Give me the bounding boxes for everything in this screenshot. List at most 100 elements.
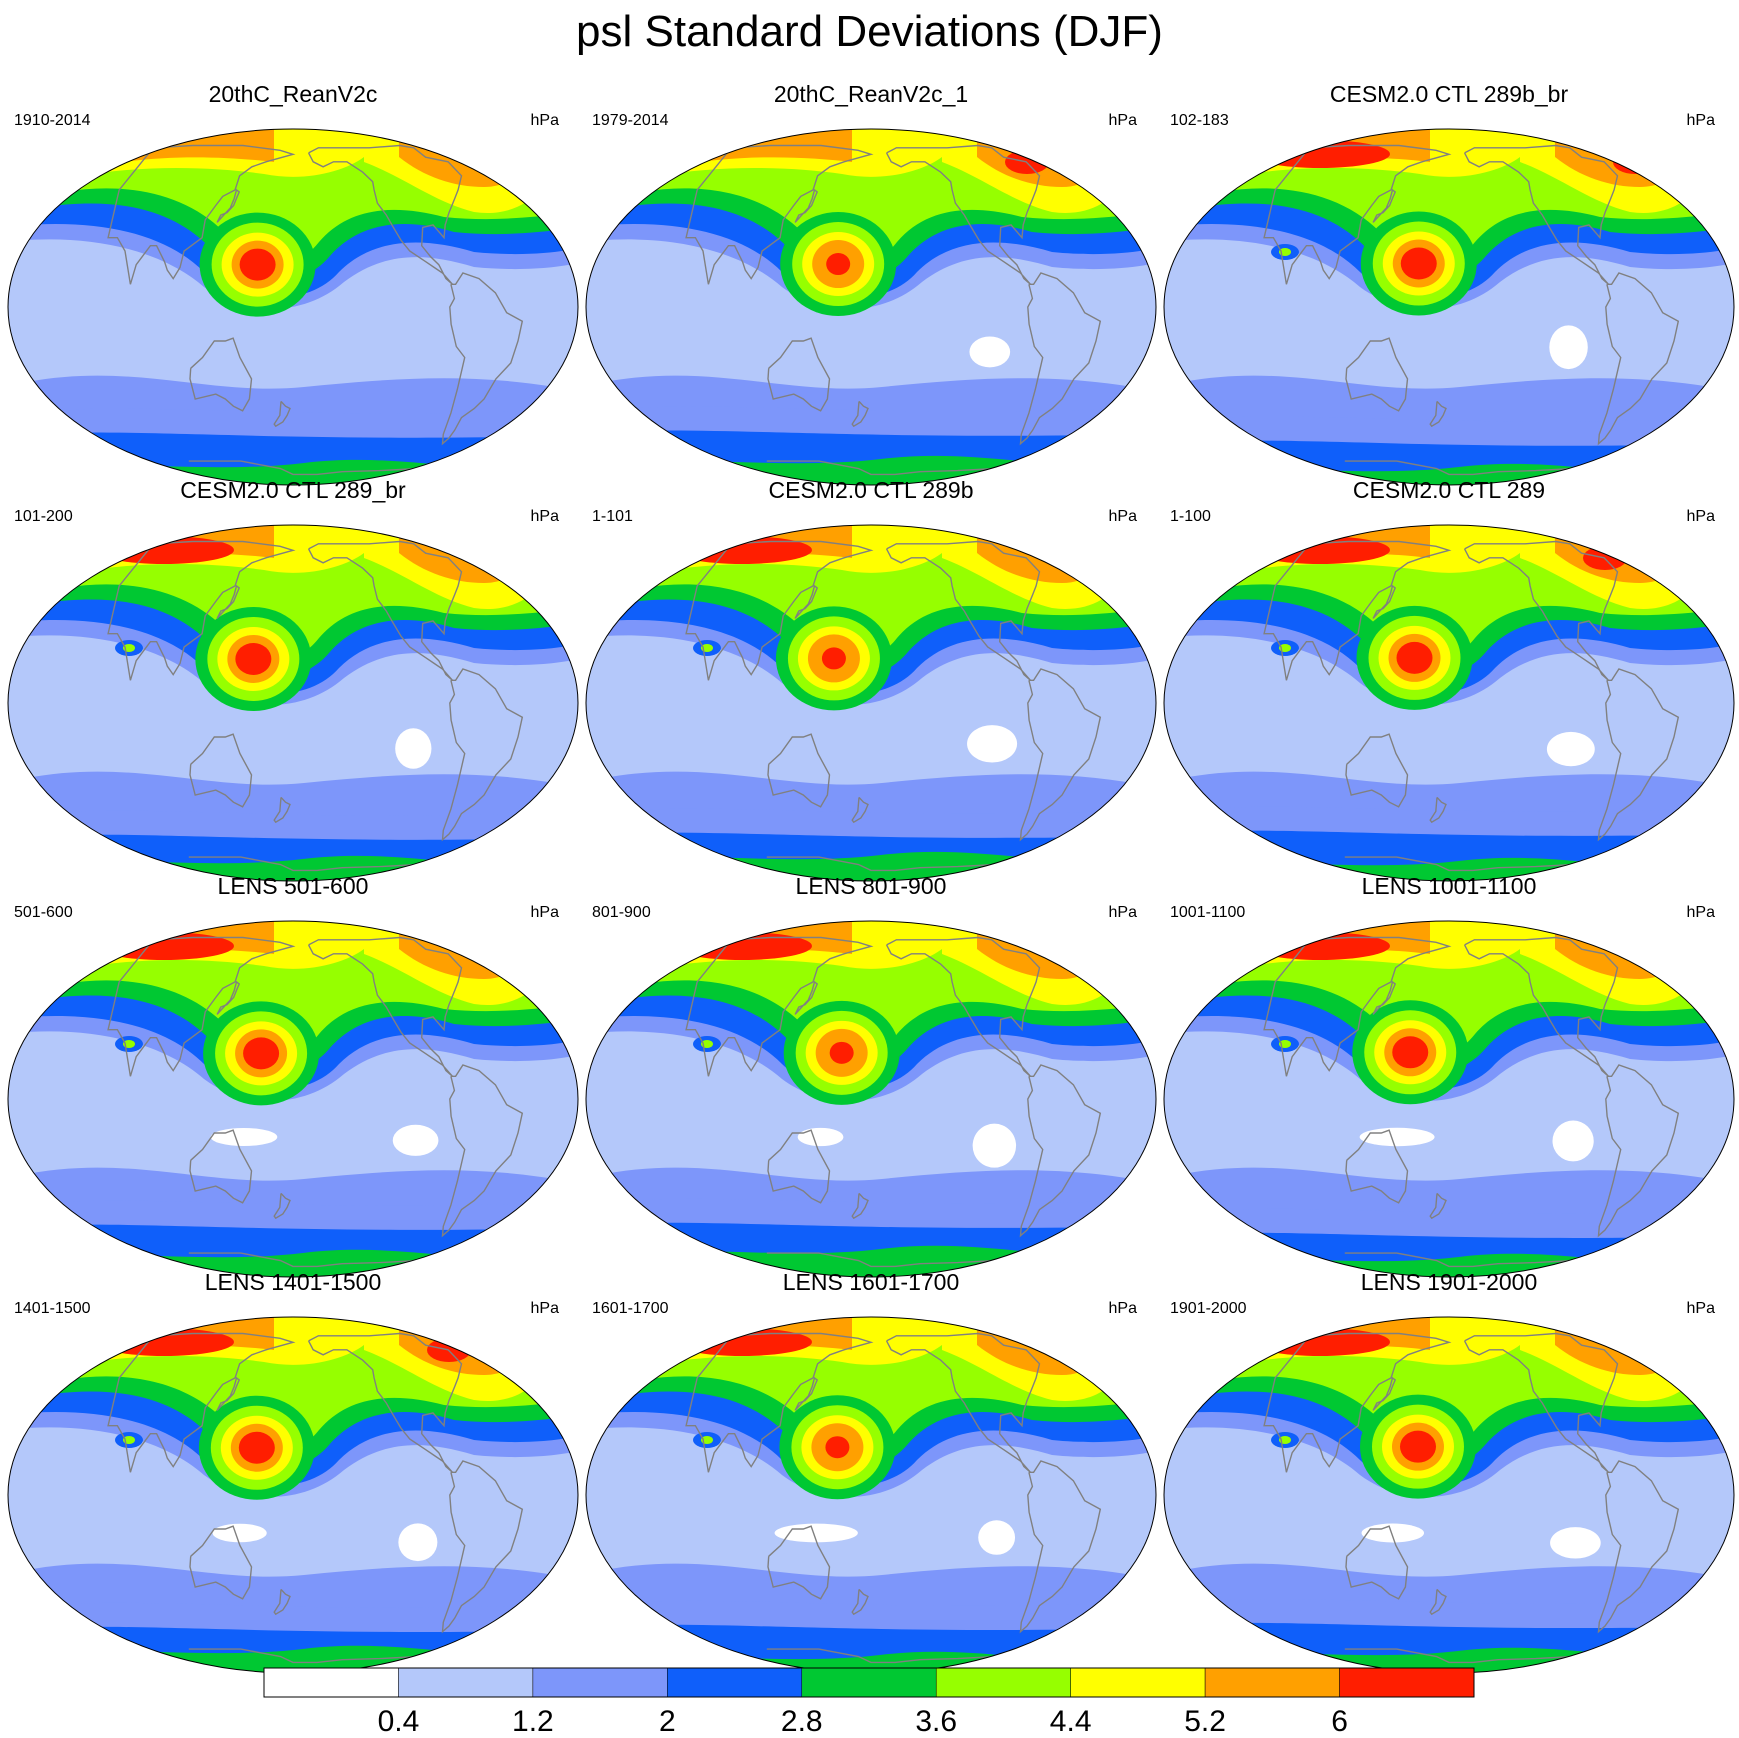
australia-outline [767, 733, 831, 808]
map-panel: LENS 801-900 801-900 hPa [582, 872, 1160, 1278]
colorbar-tick-label: 6 [1331, 1705, 1348, 1738]
asia-outline [1263, 936, 1452, 1077]
new-zealand-outline [851, 1192, 869, 1220]
panel-period-label: 102-183 [1170, 112, 1229, 129]
colorbar-tick-label: 5.2 [1184, 1705, 1226, 1738]
map-panel: CESM2.0 CTL 289b_br 102-183 hPa [1160, 80, 1738, 486]
japan-outline [1372, 1376, 1397, 1411]
asia-outline [685, 936, 874, 1077]
asia-outline [685, 144, 874, 285]
north-america-outline [1463, 936, 1619, 1077]
map-panel: LENS 501-600 501-600 hPa [4, 872, 582, 1278]
contour-fill [825, 1436, 850, 1459]
japan-outline [794, 1376, 819, 1411]
north-america-outline [885, 936, 1041, 1077]
contour-fill [969, 336, 1011, 368]
panel-unit-label: hPa [1108, 1300, 1137, 1317]
panel-unit-label: hPa [530, 904, 559, 921]
panel-period-label: 101-200 [14, 508, 73, 525]
map-border [1163, 128, 1735, 486]
south-america-outline [441, 668, 524, 842]
map-border [1163, 920, 1735, 1278]
map-field [585, 128, 1157, 486]
contour-fill [243, 1037, 280, 1070]
colorbar-tick-label: 0.4 [378, 1705, 420, 1738]
australia-outline [189, 337, 253, 412]
colorbar-swatch [667, 1667, 803, 1698]
map-field [1163, 128, 1735, 486]
contour-fill [829, 1041, 854, 1064]
south-america-outline [441, 1460, 524, 1634]
new-zealand-outline [851, 796, 869, 824]
south-america-outline [1019, 1460, 1102, 1634]
panel-unit-label: hPa [1108, 508, 1137, 525]
colorbar-swatch [1204, 1667, 1340, 1698]
asia-outline [685, 1332, 874, 1473]
panel-period-label: 1601-1700 [592, 1300, 669, 1317]
panel-period-label: 1979-2014 [592, 112, 669, 129]
colorbar-tick-label: 4.4 [1050, 1705, 1092, 1738]
colorbar-swatch [801, 1667, 937, 1698]
japan-outline [216, 1376, 241, 1411]
contour-fill [978, 1520, 1016, 1555]
map-border [1163, 524, 1735, 882]
north-america-outline [885, 1332, 1041, 1473]
panel-period-label: 1401-1500 [14, 1300, 91, 1317]
map-panel: CESM2.0 CTL 289 1-100 hPa [1160, 476, 1738, 882]
figure-title: psl Standard Deviations (DJF) [576, 7, 1163, 56]
panel-title: LENS 1001-1100 [1361, 873, 1537, 899]
new-zealand-outline [851, 1588, 869, 1616]
contour-fill [235, 642, 272, 675]
map-panel: LENS 1901-2000 1901-2000 hPa [1160, 1268, 1738, 1674]
contour-fill [1400, 247, 1437, 280]
panel-title: CESM2.0 CTL 289 [1352, 477, 1546, 503]
new-zealand-outline [273, 1588, 291, 1616]
colorbar-swatch [1339, 1667, 1475, 1698]
contour-fill [1552, 1120, 1594, 1162]
map-border [585, 524, 1157, 882]
contour-fill [972, 1123, 1017, 1168]
panel-title: 20thC_ReanV2c_1 [773, 81, 969, 107]
map-field [1163, 1316, 1735, 1674]
new-zealand-outline [1429, 400, 1447, 428]
contour-fill [1396, 641, 1433, 674]
new-zealand-outline [1429, 1192, 1447, 1220]
asia-outline [107, 144, 296, 285]
japan-outline [1372, 980, 1397, 1015]
contour-fill [1164, 375, 1734, 430]
panel-period-label: 1-101 [592, 508, 633, 525]
japan-outline [216, 584, 241, 619]
north-america-outline [307, 144, 463, 285]
south-america-outline [1597, 1064, 1680, 1238]
panel-unit-label: hPa [1686, 904, 1715, 921]
new-zealand-outline [851, 400, 869, 428]
map-field [7, 920, 579, 1278]
contour-fill [1549, 325, 1588, 370]
new-zealand-outline [273, 1192, 291, 1220]
south-america-outline [1597, 272, 1680, 446]
colorbar-swatch [935, 1667, 1071, 1698]
japan-outline [216, 188, 241, 223]
new-zealand-outline [1429, 1588, 1447, 1616]
new-zealand-outline [273, 796, 291, 824]
asia-outline [107, 1332, 296, 1473]
asia-outline [107, 936, 296, 1077]
australia-outline [767, 1129, 831, 1204]
panel-period-label: 501-600 [14, 904, 73, 921]
map-border [7, 920, 579, 1278]
map-field [7, 524, 579, 882]
north-america-outline [1463, 1332, 1619, 1473]
south-america-outline [1019, 272, 1102, 446]
panel-unit-label: hPa [1686, 508, 1715, 525]
panel-unit-label: hPa [1686, 112, 1715, 129]
japan-outline [794, 188, 819, 223]
contour-fill [1550, 1527, 1601, 1559]
panel-title: LENS 1601-1700 [782, 1269, 960, 1295]
north-america-outline [885, 144, 1041, 285]
south-america-outline [441, 1064, 524, 1238]
contour-fill [967, 725, 1018, 763]
map-panel: CESM2.0 CTL 289_br 101-200 hPa [4, 476, 582, 882]
panel-title: LENS 1401-1500 [204, 1269, 382, 1295]
contour-fill [1392, 1036, 1429, 1069]
japan-outline [1372, 188, 1397, 223]
